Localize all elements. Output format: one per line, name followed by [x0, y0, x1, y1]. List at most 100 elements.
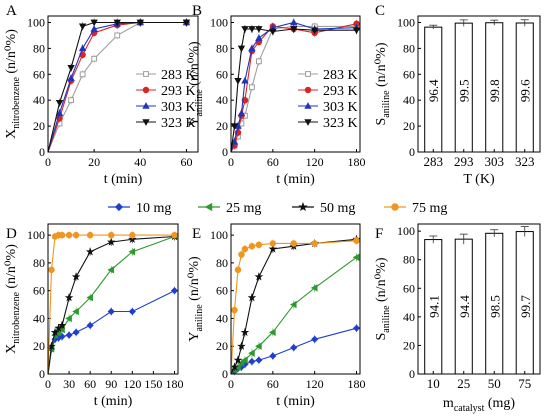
plot-frame: [47, 223, 179, 375]
data-point: [171, 231, 178, 239]
data-point: [230, 362, 239, 371]
y-tick-label: 40: [33, 311, 45, 325]
data-point: [247, 293, 257, 302]
data-point: [65, 314, 72, 323]
data-point: [68, 97, 74, 104]
data-point: [269, 328, 276, 337]
legend-entry: 293 K: [161, 84, 196, 99]
plot-frame: [47, 15, 199, 153]
data-label: 94.4: [457, 295, 472, 318]
y-tick-label: 40: [403, 93, 415, 107]
x-tick-label: 60: [267, 377, 279, 391]
panel-c: C 0 20 40 60 80 100 283 96.4 293 99.5 303 99.8 323 99.…: [374, 3, 541, 187]
legend-marker: [305, 71, 311, 77]
legend-marker: [142, 119, 150, 126]
data-point: [114, 32, 121, 39]
x-tick-label: 25: [457, 376, 470, 391]
data-point: [106, 237, 116, 246]
data-point: [310, 284, 318, 292]
data-point: [255, 26, 263, 33]
data-point: [311, 240, 318, 247]
series-323-k: [230, 24, 361, 153]
plot-frame: [230, 223, 361, 375]
data-point: [248, 26, 256, 33]
data-point: [289, 300, 297, 309]
data-point: [129, 231, 136, 239]
data-point: [290, 240, 298, 247]
x-tick-label: 90: [105, 377, 117, 391]
x-tick-label: 0: [45, 377, 51, 391]
y-tick-label: 20: [33, 119, 45, 133]
legend-entry: 303 K: [161, 100, 196, 115]
data-label: 99.5: [457, 79, 472, 102]
data-point: [86, 293, 93, 302]
data-point: [50, 327, 60, 336]
data-point: [310, 27, 319, 35]
x-tick-label: 150: [144, 377, 162, 391]
data-point: [233, 355, 243, 364]
y-tick-label: 0: [39, 367, 45, 381]
data-point: [234, 363, 241, 371]
data-point: [58, 231, 66, 239]
data-point: [241, 76, 249, 84]
data-point: [254, 272, 264, 281]
y-tick-label: 100: [27, 228, 45, 242]
data-point: [78, 23, 87, 31]
y-tick-label: 100: [397, 15, 415, 29]
series-75-mg: [230, 236, 360, 375]
data-point: [107, 307, 115, 316]
data-point: [230, 123, 239, 130]
y-tick-label: 100: [27, 15, 45, 29]
data-point: [234, 77, 242, 85]
data-point: [237, 109, 246, 116]
legend-marker: [142, 102, 150, 109]
x-axis-label: t (min): [94, 394, 133, 409]
data-point: [237, 45, 246, 53]
y-tick-label: 40: [216, 93, 228, 107]
y-axis-label: Xnitrobenzene (n/n⁰%): [4, 244, 22, 354]
data-point: [352, 27, 361, 35]
data-point: [290, 344, 298, 352]
x-tick-label: 180: [348, 155, 366, 169]
y-tick-label: 20: [216, 119, 228, 133]
series-25-mg: [230, 253, 360, 375]
x-tick-label: 30: [63, 377, 75, 391]
y-tick-label: 80: [403, 253, 415, 267]
x-tick-label: 120: [123, 377, 141, 391]
y-tick-label: 80: [403, 41, 415, 55]
legend-entry: 75 mg: [412, 201, 447, 216]
data-point: [255, 356, 263, 364]
panel-label-f: F: [375, 226, 383, 242]
data-label: 99.8: [487, 79, 502, 102]
data-point: [85, 247, 95, 256]
panel-label-a: A: [6, 3, 17, 19]
legend-marker: [304, 119, 312, 126]
data-point: [238, 251, 245, 258]
data-point: [248, 44, 256, 52]
y-tick-label: 20: [403, 119, 415, 133]
panel-f: F 0 20 40 60 80 100 10 94.1 25 94.4 50 98.5 75 99.7 mca…: [374, 223, 541, 414]
y-tick-label: 80: [33, 41, 45, 55]
x-tick-label: 0: [228, 155, 234, 169]
data-point: [182, 19, 191, 27]
data-label: 96.4: [426, 79, 441, 102]
x-tick-label: 20: [88, 155, 100, 169]
data-point: [128, 248, 136, 256]
x-tick-label: 180: [165, 377, 183, 391]
y-tick-label: 100: [210, 228, 228, 242]
y-tick-label: 60: [33, 67, 45, 81]
data-point: [311, 335, 319, 343]
y-tick-label: 60: [216, 284, 228, 298]
data-point: [255, 58, 262, 65]
legend-entry: 25 mg: [226, 201, 261, 216]
x-tick-label: 0: [228, 377, 234, 391]
data-point: [290, 18, 298, 26]
legend-marker: [114, 202, 124, 212]
data-point: [91, 55, 98, 62]
data-point: [241, 245, 249, 253]
plot-frame: [417, 223, 541, 375]
data-point: [90, 25, 98, 32]
